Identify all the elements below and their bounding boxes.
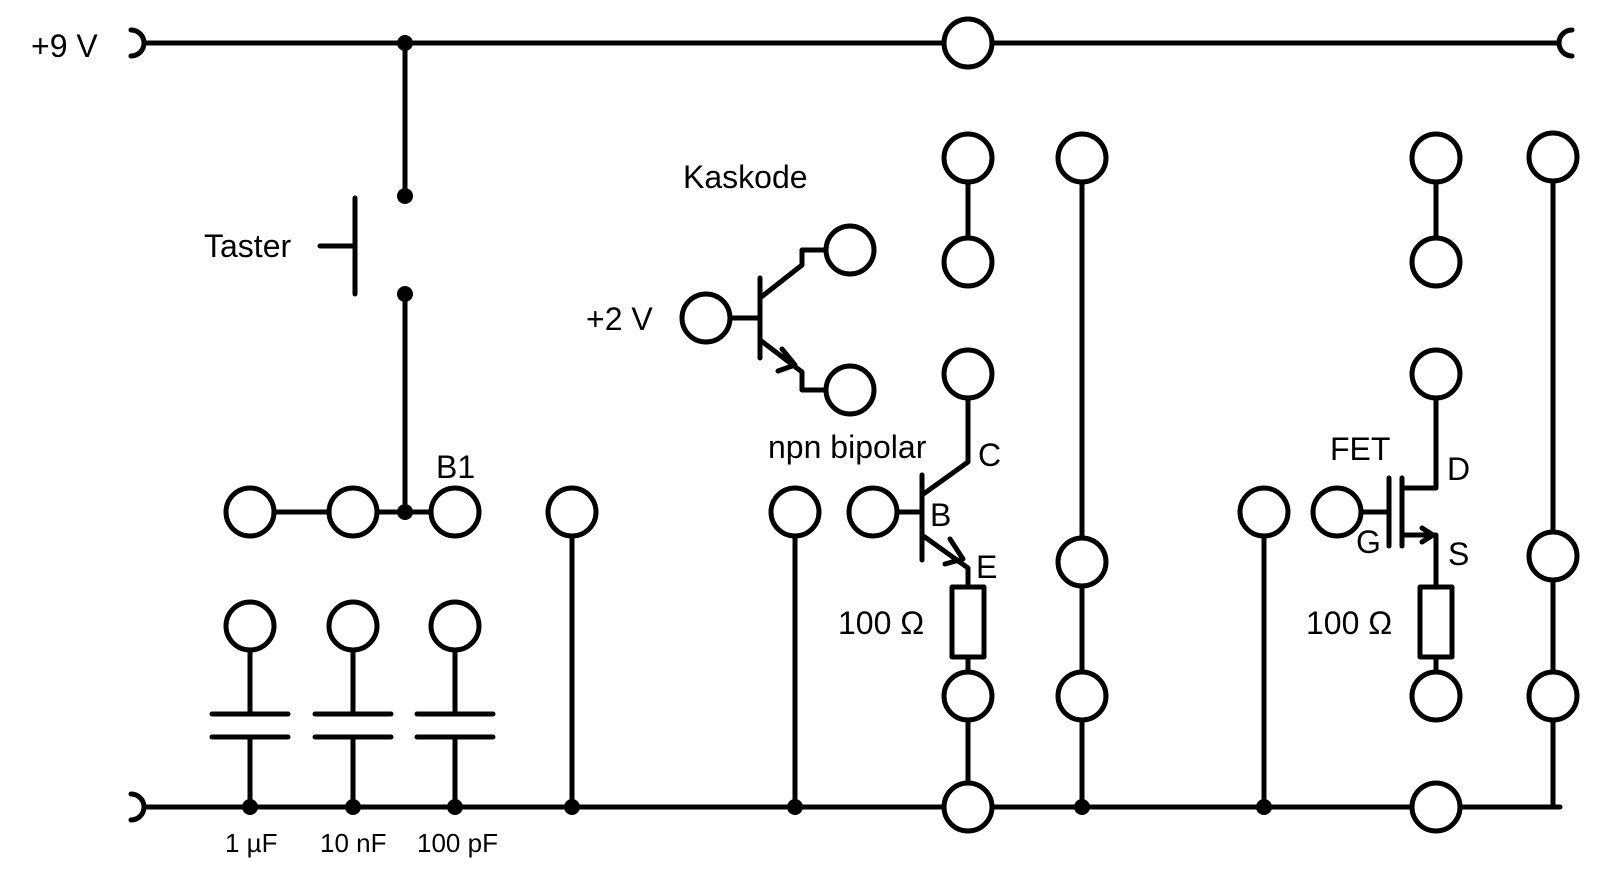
terminal: [545, 485, 599, 539]
terminal: [1055, 131, 1109, 185]
terminal-npn-base: [846, 485, 900, 539]
terminal: [1237, 485, 1291, 539]
resistor-fet-label: 100 Ω: [1306, 605, 1392, 641]
terminal: [941, 16, 995, 70]
resistor-100-ohm: [949, 584, 987, 660]
terminal-npn-collector: [941, 347, 995, 401]
fet-label: FET: [1330, 431, 1390, 467]
ground-connector-left: [128, 791, 147, 823]
terminal: [941, 131, 995, 185]
taster-label: Taster: [204, 228, 291, 264]
supply-label: +9 V: [31, 28, 98, 64]
supply-connector-left: [128, 27, 147, 59]
capacitor-100pf: [414, 647, 496, 810]
pin-s-label: S: [1448, 536, 1469, 572]
terminal-fet-gate: [1310, 485, 1364, 539]
pin-c-label: C: [978, 437, 1001, 473]
terminal: [1055, 535, 1109, 589]
terminal: [1409, 131, 1463, 185]
terminal: [223, 485, 277, 539]
pin-b-label: B: [930, 497, 951, 533]
terminal: [428, 599, 482, 653]
terminal: [1526, 529, 1580, 583]
bias-voltage-label: +2 V: [586, 301, 653, 337]
capacitor-10nf-label: 10 nF: [320, 828, 387, 858]
terminal-b1: [428, 485, 482, 539]
terminal: [1409, 780, 1463, 834]
terminal: [1409, 669, 1463, 723]
terminal: [768, 485, 822, 539]
pin-e-label: E: [976, 549, 997, 585]
terminal-kaskode-collector: [823, 223, 877, 277]
terminal: [223, 599, 277, 653]
supply-rail: [128, 27, 1575, 59]
terminal: [1409, 235, 1463, 289]
junction-dots: [242, 35, 1272, 815]
terminal: [941, 780, 995, 834]
b1-label: B1: [436, 449, 475, 485]
pin-g-label: G: [1356, 524, 1381, 560]
npn-bipolar-label: npn bipolar: [768, 429, 927, 465]
pin-d-label: D: [1447, 451, 1470, 487]
fet-transistor: [1358, 157, 1455, 699]
terminal: [326, 599, 380, 653]
resistor-npn-label: 100 Ω: [838, 605, 924, 641]
terminal: [1055, 669, 1109, 723]
capacitor-10nf: [312, 647, 394, 810]
kaskode-transistor: [727, 247, 828, 393]
capacitor-1uf: [209, 647, 291, 810]
ground-rail: [128, 791, 1563, 823]
terminal-kaskode-base: [679, 291, 733, 345]
resistor-100-ohm: [1417, 584, 1455, 660]
terminal: [326, 485, 380, 539]
terminal-fet-drain: [1409, 347, 1463, 401]
capacitor-1uf-label: 1 µF: [225, 828, 278, 858]
terminal: [941, 235, 995, 289]
supply-connector-right: [1556, 27, 1575, 59]
terminal: [1526, 130, 1580, 184]
kaskode-label: Kaskode: [683, 159, 808, 195]
terminal-kaskode-emitter: [823, 363, 877, 417]
terminal: [1526, 669, 1580, 723]
push-button-switch: [317, 40, 408, 515]
capacitor-100pf-label: 100 pF: [417, 828, 498, 858]
terminal: [941, 669, 995, 723]
terminals: [223, 16, 1580, 834]
